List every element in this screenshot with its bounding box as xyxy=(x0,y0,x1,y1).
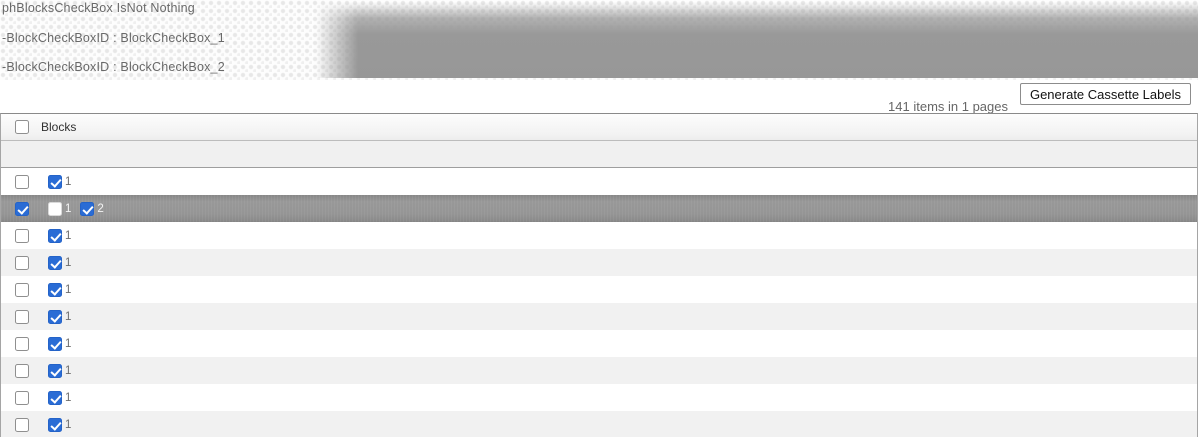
table-row[interactable]: 1 xyxy=(1,303,1197,330)
generate-cassette-labels-button[interactable]: Generate Cassette Labels xyxy=(1019,83,1191,105)
block-item: 1 xyxy=(48,255,72,270)
debug-line: -BlockCheckBoxID : BlockCheckBox_2 xyxy=(2,60,225,74)
row-select-checkbox[interactable] xyxy=(15,417,29,432)
row-select-cell xyxy=(1,228,41,243)
row-select-checkbox[interactable] xyxy=(15,201,29,216)
block-label: 2 xyxy=(97,202,104,215)
block-checkbox[interactable] xyxy=(48,255,62,270)
block-checkbox[interactable] xyxy=(48,417,62,432)
row-blocks-cell: 1 xyxy=(41,417,1197,432)
block-label: 1 xyxy=(65,202,72,215)
block-item: 1 xyxy=(48,390,72,405)
row-blocks-cell: 1 xyxy=(41,390,1197,405)
row-blocks-cell: 1 xyxy=(41,228,1197,243)
row-select-cell xyxy=(1,201,41,216)
row-blocks-cell: 1 xyxy=(41,174,1197,189)
block-checkbox[interactable] xyxy=(48,363,62,378)
pager-items-summary: 141 items in 1 pages xyxy=(888,99,1008,114)
column-header-blocks[interactable]: Blocks xyxy=(41,120,77,134)
row-blocks-cell: 1 xyxy=(41,363,1197,378)
row-select-cell xyxy=(1,363,41,378)
select-all-cell xyxy=(1,120,41,134)
block-checkbox[interactable] xyxy=(48,336,62,351)
block-item: 1 xyxy=(48,228,72,243)
block-item: 1 xyxy=(48,336,72,351)
row-select-checkbox[interactable] xyxy=(15,336,29,351)
block-label: 1 xyxy=(65,283,72,296)
block-item: 1 xyxy=(48,282,72,297)
block-label: 1 xyxy=(65,175,72,188)
block-checkbox[interactable] xyxy=(48,174,62,189)
block-item: 1 xyxy=(48,174,72,189)
block-item: 1 xyxy=(48,363,72,378)
table-row[interactable]: 1 xyxy=(1,276,1197,303)
table-row[interactable]: 1 xyxy=(1,168,1197,195)
select-all-checkbox[interactable] xyxy=(15,120,29,134)
header-label-cell: Blocks xyxy=(41,120,1197,134)
row-select-checkbox[interactable] xyxy=(15,309,29,324)
debug-line: phBlocksCheckBox IsNot Nothing xyxy=(2,1,195,15)
block-item: 1 xyxy=(48,309,72,324)
row-blocks-cell: 1 xyxy=(41,309,1197,324)
row-select-checkbox[interactable] xyxy=(15,282,29,297)
gray-banner-box xyxy=(316,0,1198,78)
block-checkbox[interactable] xyxy=(48,282,62,297)
debug-line: -BlockCheckBoxID : BlockCheckBox_1 xyxy=(2,31,225,45)
block-label: 1 xyxy=(65,418,72,431)
row-blocks-cell: 1 xyxy=(41,255,1197,270)
row-select-checkbox[interactable] xyxy=(15,390,29,405)
block-label: 1 xyxy=(65,364,72,377)
row-select-cell xyxy=(1,336,41,351)
row-select-cell xyxy=(1,390,41,405)
row-blocks-cell: 1 xyxy=(41,282,1197,297)
grid-filter-row xyxy=(1,141,1197,168)
table-row[interactable]: 1 xyxy=(1,330,1197,357)
row-select-cell xyxy=(1,282,41,297)
row-select-checkbox[interactable] xyxy=(15,255,29,270)
row-select-checkbox[interactable] xyxy=(15,228,29,243)
block-checkbox[interactable] xyxy=(48,228,62,243)
row-select-cell xyxy=(1,309,41,324)
table-row[interactable]: 1 xyxy=(1,411,1197,437)
block-checkbox[interactable] xyxy=(48,201,62,216)
block-label: 1 xyxy=(65,256,72,269)
table-row[interactable]: 1 xyxy=(1,384,1197,411)
row-select-cell xyxy=(1,174,41,189)
row-select-checkbox[interactable] xyxy=(15,174,29,189)
debug-output-area: phBlocksCheckBox IsNot Nothing -BlockChe… xyxy=(0,0,1198,80)
grid-header-row: Blocks xyxy=(1,114,1197,141)
toolbar: 141 items in 1 pages Generate Cassette L… xyxy=(0,80,1198,114)
block-label: 1 xyxy=(65,337,72,350)
table-row[interactable]: 1 xyxy=(1,249,1197,276)
block-item: 2 xyxy=(80,201,104,216)
block-checkbox[interactable] xyxy=(48,309,62,324)
block-checkbox[interactable] xyxy=(48,390,62,405)
row-select-checkbox[interactable] xyxy=(15,363,29,378)
block-label: 1 xyxy=(65,310,72,323)
block-label: 1 xyxy=(65,229,72,242)
block-item: 1 xyxy=(48,417,72,432)
block-label: 1 xyxy=(65,391,72,404)
block-item: 1 xyxy=(48,201,72,216)
block-checkbox[interactable] xyxy=(80,201,95,216)
row-select-cell xyxy=(1,417,41,432)
row-select-cell xyxy=(1,255,41,270)
table-row[interactable]: 1 xyxy=(1,357,1197,384)
row-blocks-cell: 1 xyxy=(41,336,1197,351)
table-row[interactable]: 1 xyxy=(1,222,1197,249)
